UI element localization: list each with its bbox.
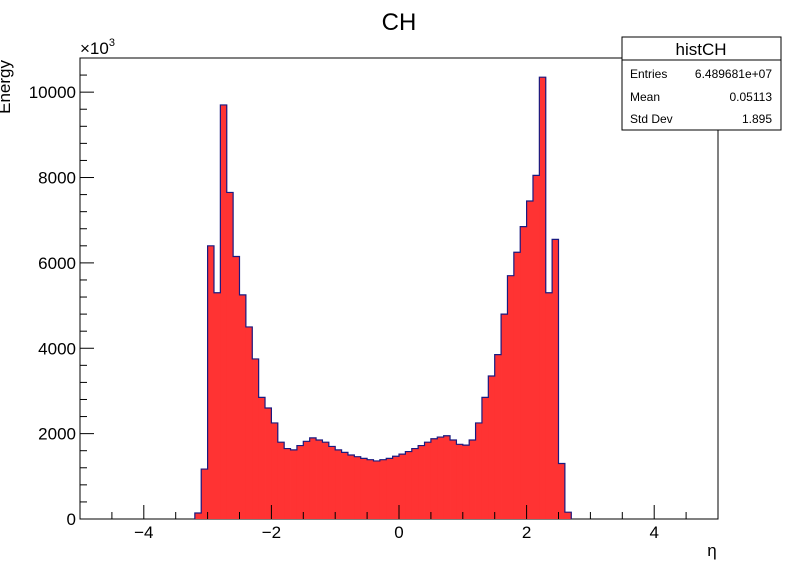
histogram-bar xyxy=(360,458,368,519)
histogram-bar xyxy=(507,275,515,519)
stats-entries-label: Entries xyxy=(630,67,667,81)
histogram-bar xyxy=(520,226,527,519)
histogram-bar xyxy=(258,397,266,519)
histogram-bar xyxy=(226,192,234,520)
histogram-bar xyxy=(424,442,432,519)
x-axis-label: η xyxy=(707,541,716,560)
stats-box-title: histCH xyxy=(675,40,726,59)
stats-mean-value: 0.05113 xyxy=(730,90,773,104)
stats-mean-label: Mean xyxy=(630,90,660,104)
histogram-bar xyxy=(239,294,247,519)
histogram-bar xyxy=(513,252,521,519)
histogram-bar xyxy=(265,408,272,519)
histogram-bar xyxy=(245,326,253,519)
histogram-bar xyxy=(347,454,355,519)
y-tick-label: 4000 xyxy=(38,339,76,358)
stats-box-frame xyxy=(621,36,782,131)
y-tick-label: 0 xyxy=(67,510,76,529)
histogram-bar xyxy=(443,435,451,519)
y-tick-label: 2000 xyxy=(38,425,76,444)
chart-title: CH xyxy=(382,9,417,36)
histogram-bar xyxy=(532,175,540,519)
histogram-bar xyxy=(296,445,304,519)
stats-box: histCH Entries 6.489681e+07 Mean 0.05113… xyxy=(621,36,782,131)
histogram-bar xyxy=(316,440,323,519)
y-axis: 0 2000 4000 6000 8000 10000 xyxy=(29,57,94,529)
histogram-bar xyxy=(220,104,228,519)
histogram-bar xyxy=(386,458,394,519)
histogram-bar xyxy=(252,358,260,519)
histogram-bar xyxy=(405,451,413,519)
histogram-bar xyxy=(399,454,406,519)
histogram-bar xyxy=(284,448,291,519)
histogram-bar xyxy=(322,442,330,519)
y-tick-label: 8000 xyxy=(38,169,76,188)
histogram-bar xyxy=(354,456,362,519)
y-multiplier: ×103 xyxy=(80,37,115,58)
histogram-bar xyxy=(328,446,336,519)
x-tick-label: −4 xyxy=(134,523,153,542)
histogram-bar xyxy=(201,469,208,519)
histogram-bar xyxy=(309,437,317,519)
histogram-bar xyxy=(462,445,470,519)
histogram-bar xyxy=(564,512,572,519)
histogram-bar xyxy=(437,437,445,519)
y-tick-label: 10000 xyxy=(29,83,76,102)
histogram-bar xyxy=(392,456,400,519)
histogram-bar xyxy=(450,440,457,519)
histogram-bar xyxy=(539,77,547,519)
histogram-bar xyxy=(526,200,534,520)
histogram-bar xyxy=(213,292,221,519)
histogram-bar xyxy=(373,460,381,519)
histogram-bar xyxy=(290,449,298,519)
histogram-bar xyxy=(207,245,215,519)
histogram-bar xyxy=(501,314,508,519)
x-tick-label: −2 xyxy=(262,523,281,542)
y-multiplier-exponent: 3 xyxy=(109,37,115,49)
histogram-bar xyxy=(456,444,464,519)
histogram-bar xyxy=(379,459,387,519)
y-axis-label: Energy xyxy=(0,60,14,114)
histogram-bar xyxy=(271,422,279,519)
histogram-bar xyxy=(430,438,438,519)
stats-entries-value: 6.489681e+07 xyxy=(695,67,772,81)
histogram-bar xyxy=(233,256,240,519)
x-tick-label: 4 xyxy=(649,523,658,542)
histogram-bar xyxy=(194,513,202,519)
histogram-bar xyxy=(277,442,285,519)
y-tick-label: 6000 xyxy=(38,254,76,273)
histogram-bar xyxy=(545,292,553,519)
histogram-bar xyxy=(469,440,476,519)
histogram-bar xyxy=(418,445,425,519)
x-axis: −4 −2 0 2 4 xyxy=(79,505,719,542)
histogram-bar xyxy=(341,452,349,519)
histogram-outline xyxy=(194,76,572,519)
x-tick-label: 0 xyxy=(394,523,403,542)
histogram-bar xyxy=(488,376,496,519)
histogram-bar xyxy=(367,459,374,519)
histogram-bar xyxy=(303,441,311,519)
histogram-bar xyxy=(558,463,566,519)
y-multiplier-base: ×10 xyxy=(80,39,109,58)
stats-stddev-value: 1.895 xyxy=(742,112,772,126)
histogram-bar xyxy=(481,397,489,519)
histogram-bar xyxy=(335,449,342,519)
histogram-bar xyxy=(411,448,419,519)
histogram-bars xyxy=(194,77,572,520)
histogram-bar xyxy=(552,239,559,519)
histogram-bar xyxy=(494,354,502,519)
histogram-bar xyxy=(475,422,483,519)
x-tick-label: 2 xyxy=(522,523,531,542)
stats-stddev-label: Std Dev xyxy=(630,112,673,126)
